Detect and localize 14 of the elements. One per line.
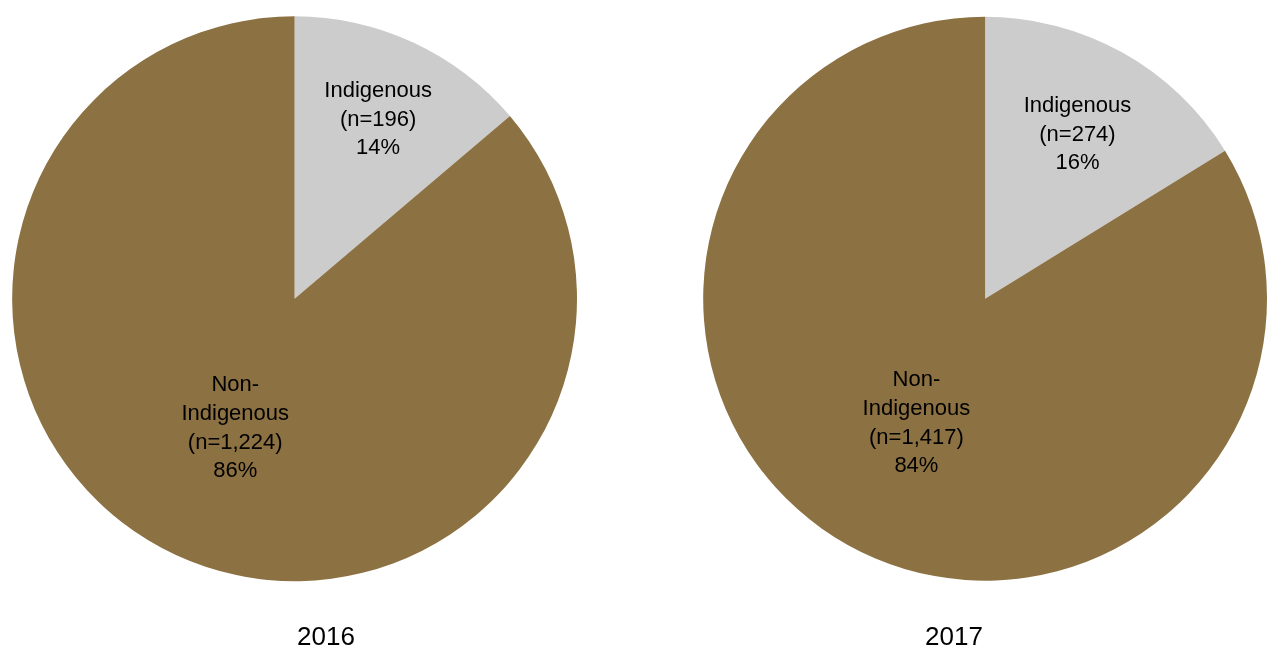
slice-label: Indigenous	[1023, 92, 1132, 118]
text: 2017	[925, 621, 983, 651]
data-label: (n=274) 16%	[1039, 120, 1116, 175]
data-label: (n=1,417) 84%	[869, 423, 964, 478]
pie-slice	[703, 16, 1267, 581]
data-label: (n=1,224) 86%	[187, 428, 283, 483]
pie-slice	[12, 16, 577, 581]
data-label: (n=196) 14%	[339, 105, 417, 160]
pie-slice	[985, 16, 1226, 299]
slice-label: Indigenous	[324, 77, 432, 103]
slice-label: Non-Indigenous	[862, 366, 971, 421]
slice-label: Non-Indigenous	[181, 371, 290, 426]
pie-slice	[294, 16, 510, 299]
text: 2016	[297, 621, 355, 651]
